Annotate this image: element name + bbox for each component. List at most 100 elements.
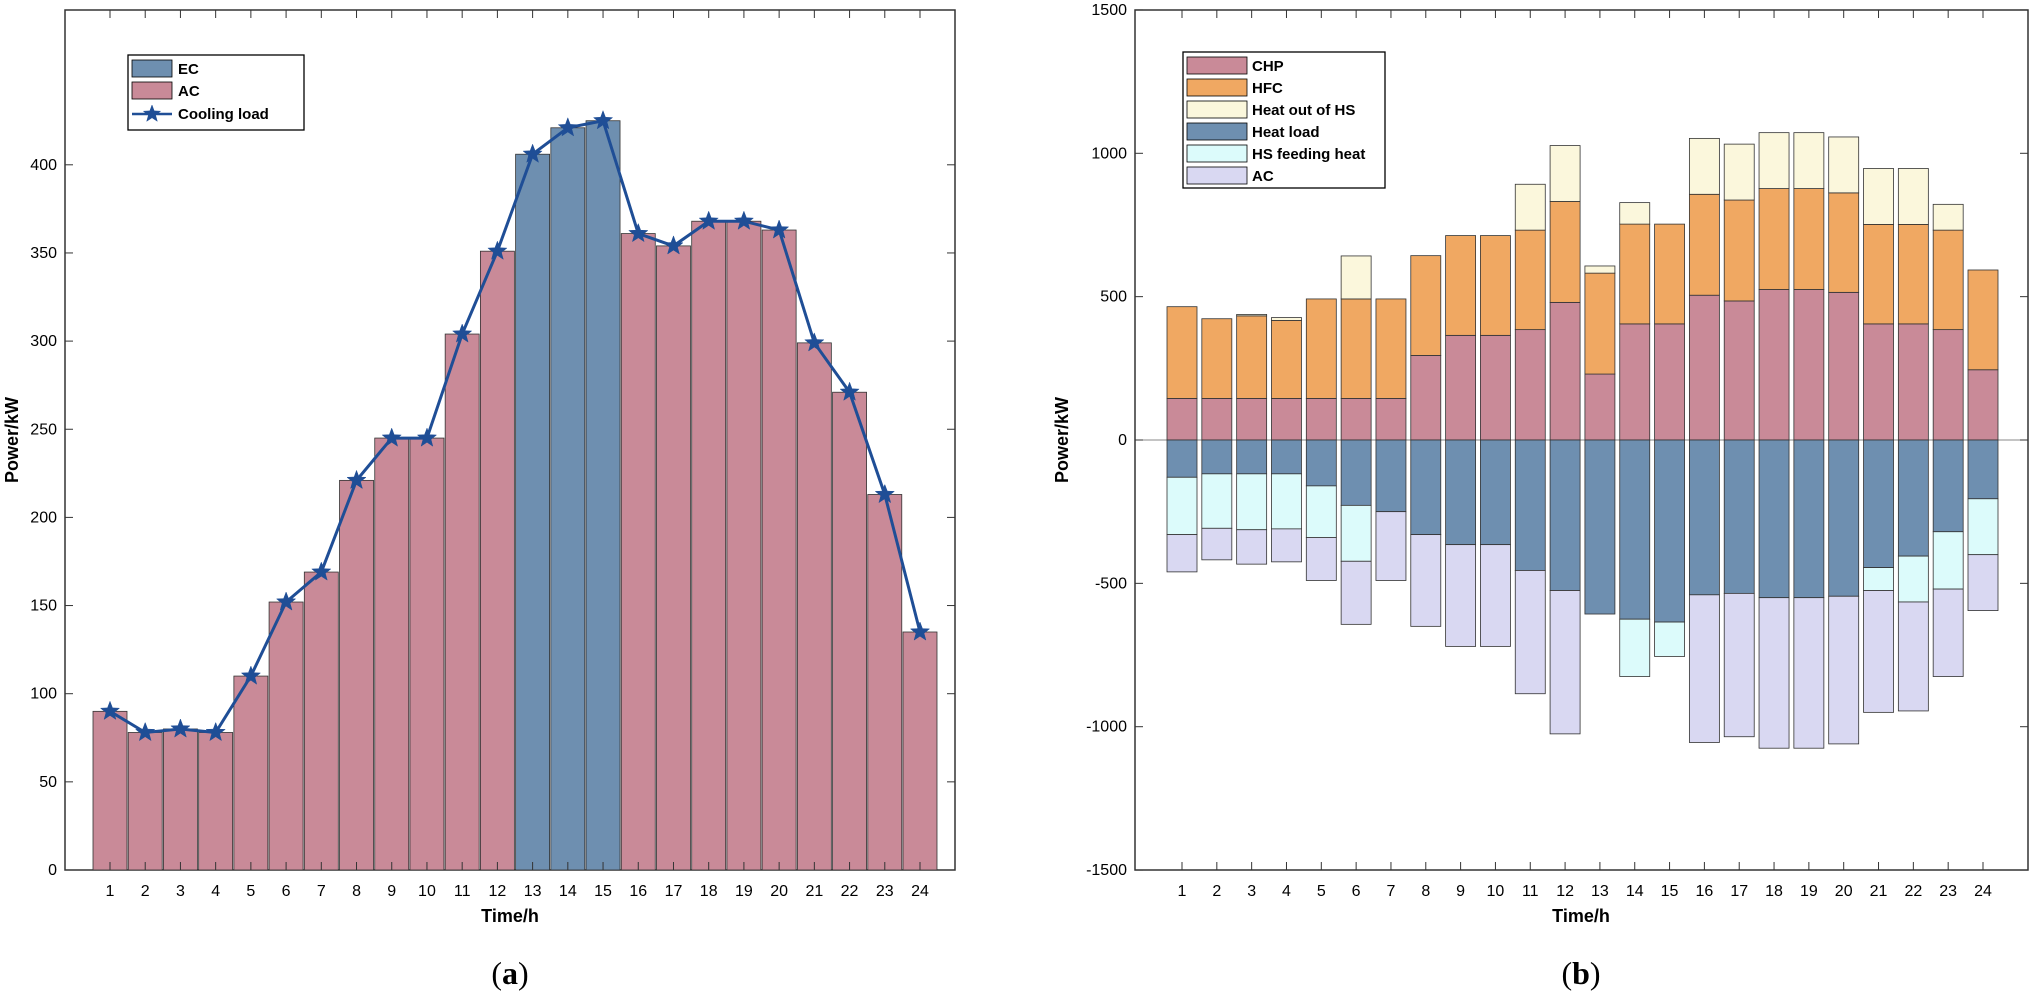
cooling-load-point xyxy=(311,561,332,581)
cooling-load-point xyxy=(592,109,614,130)
bar-heat-load xyxy=(1340,439,1372,506)
bar-ac xyxy=(1340,560,1372,625)
panel-b-caption: (b) xyxy=(1561,955,1600,991)
legend-hfc-swatch xyxy=(1186,78,1248,97)
panel-a-legend: EC AC Cooling load xyxy=(127,54,305,131)
panel-b-xtick-label: 21 xyxy=(1870,883,1888,900)
bar-chp xyxy=(1897,323,1929,441)
bar-ac xyxy=(374,437,410,871)
bar-heat-load xyxy=(1897,439,1929,557)
panel-b-xtick-label: 5 xyxy=(1317,883,1326,900)
bar-ac xyxy=(1967,554,1999,611)
bar-chp xyxy=(1549,301,1581,441)
panel-b-xtick-label: 4 xyxy=(1282,883,1291,900)
bar-hfc xyxy=(1340,298,1372,399)
bar-chp xyxy=(1201,398,1233,441)
bar-hs-feeding-heat xyxy=(1967,498,1999,556)
panel-b-xtick-label: 23 xyxy=(1939,883,1957,900)
bar-hfc xyxy=(1758,188,1790,290)
bar-hs-feeding-heat xyxy=(1201,473,1233,529)
bar-ac xyxy=(1758,597,1790,749)
bar-hs-feeding-heat xyxy=(1166,476,1198,536)
panel-a-xtick-label: 20 xyxy=(770,883,788,900)
cooling-load-point xyxy=(135,721,156,742)
bar-hfc xyxy=(1375,298,1407,399)
panel-a-xtick-label: 12 xyxy=(488,883,506,900)
panel-a-ytick-label: 300 xyxy=(30,333,57,350)
bar-chp xyxy=(1236,398,1268,441)
bar-heat-load xyxy=(1723,439,1755,594)
bar-heat-load xyxy=(1480,439,1511,546)
cooling-load-point xyxy=(170,718,191,738)
legend-heat-out-hs-label: Heat out of HS xyxy=(1252,102,1355,119)
bar-heat-out-hs xyxy=(1758,132,1790,189)
bar-heat-out-hs xyxy=(1723,143,1755,201)
panel-b-xtick-label: 11 xyxy=(1522,883,1539,900)
bar-heat-load xyxy=(1619,439,1651,620)
bar-hs-feeding-heat xyxy=(1619,618,1651,677)
cooling-load-point xyxy=(240,665,262,685)
bar-ac xyxy=(92,710,128,871)
bar-hs-feeding-heat xyxy=(1340,504,1372,562)
bar-heat-load xyxy=(1863,439,1894,568)
panel-b-xtick-label: 12 xyxy=(1556,883,1574,900)
bar-heat-load xyxy=(1305,439,1337,487)
panel-b-xtick-label: 6 xyxy=(1352,883,1361,900)
bar-ec xyxy=(550,127,586,871)
bar-ac xyxy=(268,601,304,871)
legend-hs-feeding-heat-label: HS feeding heat xyxy=(1252,146,1365,163)
bar-chp xyxy=(1967,369,1999,441)
bar-hfc xyxy=(1549,201,1581,303)
panel-a-ytick-label: 400 xyxy=(30,157,57,174)
bar-hs-feeding-heat xyxy=(1654,621,1685,657)
panel-a-xtick-label: 14 xyxy=(559,883,577,900)
bar-chp xyxy=(1166,398,1198,441)
bar-heat-out-hs xyxy=(1549,145,1581,202)
bar-ac xyxy=(479,250,515,871)
panel-b-ytick-label: 500 xyxy=(1100,289,1127,306)
bar-heat-out-hs xyxy=(1793,132,1825,189)
panel-a-xtick-label: 21 xyxy=(805,883,823,900)
bar-heat-load xyxy=(1584,439,1616,615)
bar-chp xyxy=(1793,289,1825,441)
bar-ac xyxy=(1375,511,1407,581)
bar-chp xyxy=(1445,334,1477,441)
panel-a-xtick-label: 2 xyxy=(141,883,150,900)
bar-ec xyxy=(585,120,621,871)
bar-hfc xyxy=(1445,235,1477,336)
bar-hfc xyxy=(1723,199,1755,302)
bar-heat-load xyxy=(1828,439,1860,597)
bar-hfc xyxy=(1619,223,1651,325)
cooling-load-point xyxy=(874,483,895,504)
cooling-load-point xyxy=(804,332,825,352)
bar-hfc xyxy=(1305,298,1337,399)
bar-ac xyxy=(1514,570,1546,695)
panel-a-xtick-label: 10 xyxy=(418,883,436,900)
bar-heat-out-hs xyxy=(1584,265,1616,274)
bar-hs-feeding-heat xyxy=(1932,531,1964,590)
bar-ac xyxy=(1236,529,1268,565)
bar-heat-out-hs xyxy=(1863,168,1894,225)
panel-b-xtick-label: 10 xyxy=(1487,883,1505,900)
panel-a-xtick-label: 7 xyxy=(317,883,326,900)
panel-b-ytick-label: 1500 xyxy=(1091,2,1127,19)
panel-b-xtick-label: 16 xyxy=(1695,883,1713,900)
legend-chp-swatch xyxy=(1186,56,1248,75)
panel-a-ytick-label: 350 xyxy=(30,245,57,262)
cooling-load-point xyxy=(416,427,438,447)
panel-a-xtick-label: 23 xyxy=(876,883,894,900)
legend-hfc-label: HFC xyxy=(1252,80,1283,97)
bar-hfc xyxy=(1967,269,1999,371)
bar-hs-feeding-heat xyxy=(1271,473,1302,530)
bar-chp xyxy=(1410,355,1442,441)
panel-b-xtick-label: 20 xyxy=(1835,883,1853,900)
panel-a-xtick-label: 13 xyxy=(524,883,542,900)
bar-heat-load xyxy=(1654,439,1685,623)
bar-ac xyxy=(656,245,691,871)
bar-ac xyxy=(1828,595,1860,745)
bar-chp xyxy=(1305,398,1337,441)
bar-heat-load xyxy=(1375,439,1407,513)
panel-a-ytick-label: 150 xyxy=(30,598,57,615)
bar-heat-load xyxy=(1201,439,1233,475)
